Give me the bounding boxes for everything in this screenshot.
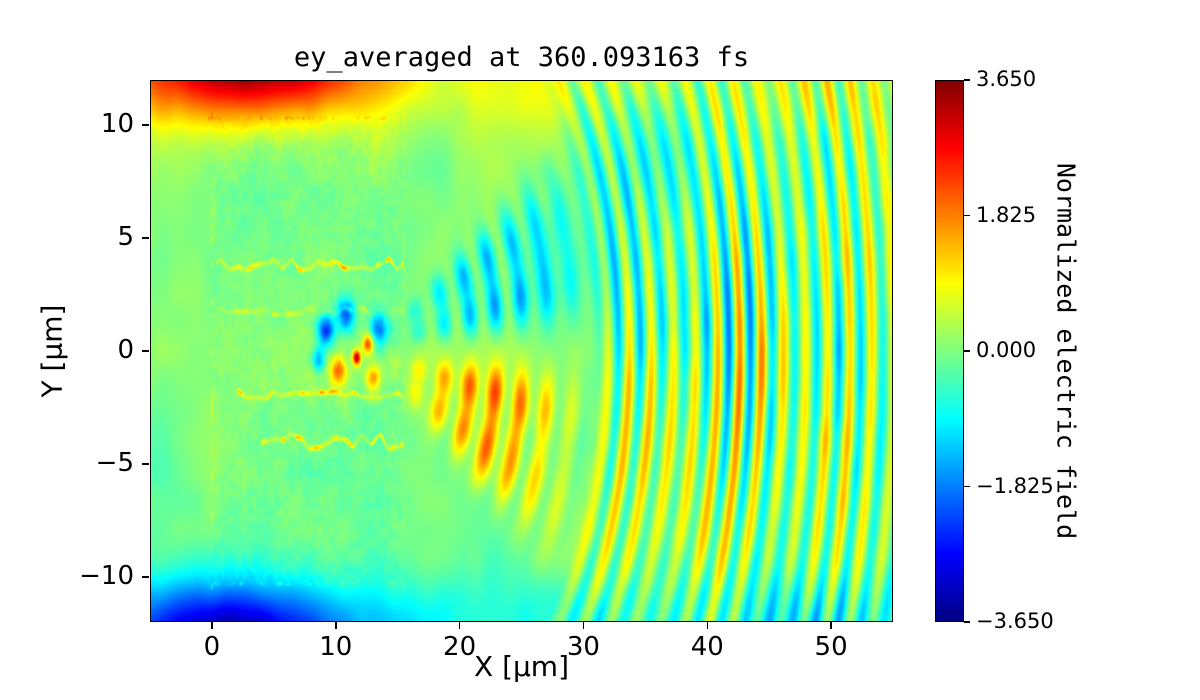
colorbar-tick-label: 3.650 (976, 67, 1037, 91)
colorbar-tick-mark (964, 350, 970, 352)
y-tick-label: −5 (95, 447, 134, 478)
colorbar-tick-label: 0.000 (976, 338, 1037, 362)
x-tick-label: 30 (566, 632, 600, 662)
colorbar-tick-label: 1.825 (976, 202, 1037, 227)
x-tick-label: 0 (203, 632, 221, 662)
x-tick-mark (211, 622, 213, 629)
x-tick-label: 50 (814, 632, 848, 662)
y-tick-label: −10 (79, 560, 134, 591)
y-tick-mark (142, 576, 149, 578)
x-tick-label: 10 (319, 632, 353, 662)
colorbar-canvas (935, 80, 964, 622)
colorbar-tick-mark (964, 621, 970, 623)
y-tick-label: 0 (117, 335, 134, 365)
colorbar-tick-label: −3.650 (976, 609, 1054, 633)
chart-title: ey_averaged at 360.093163 fs (293, 42, 750, 73)
y-tick-label: 10 (100, 109, 134, 140)
y-tick-mark (142, 237, 149, 239)
x-axis-label: X [μm] (473, 650, 570, 683)
colorbar-tick-mark (964, 79, 970, 81)
x-tick-mark (582, 622, 585, 629)
y-tick-mark (142, 124, 149, 126)
y-tick-mark (142, 350, 149, 352)
colorbar-tick-label: −1.825 (976, 473, 1054, 498)
x-tick-mark (706, 622, 708, 629)
y-tick-mark (142, 463, 149, 465)
x-tick-mark (830, 622, 832, 629)
x-tick-mark (458, 622, 461, 629)
colorbar-tick-mark (964, 214, 970, 217)
x-tick-label: 40 (690, 632, 724, 662)
x-tick-label: 20 (443, 632, 477, 662)
colorbar-tick-mark (964, 485, 970, 488)
x-tick-mark (335, 622, 337, 629)
heatmap-canvas (150, 80, 893, 622)
y-tick-label: 5 (117, 222, 134, 253)
